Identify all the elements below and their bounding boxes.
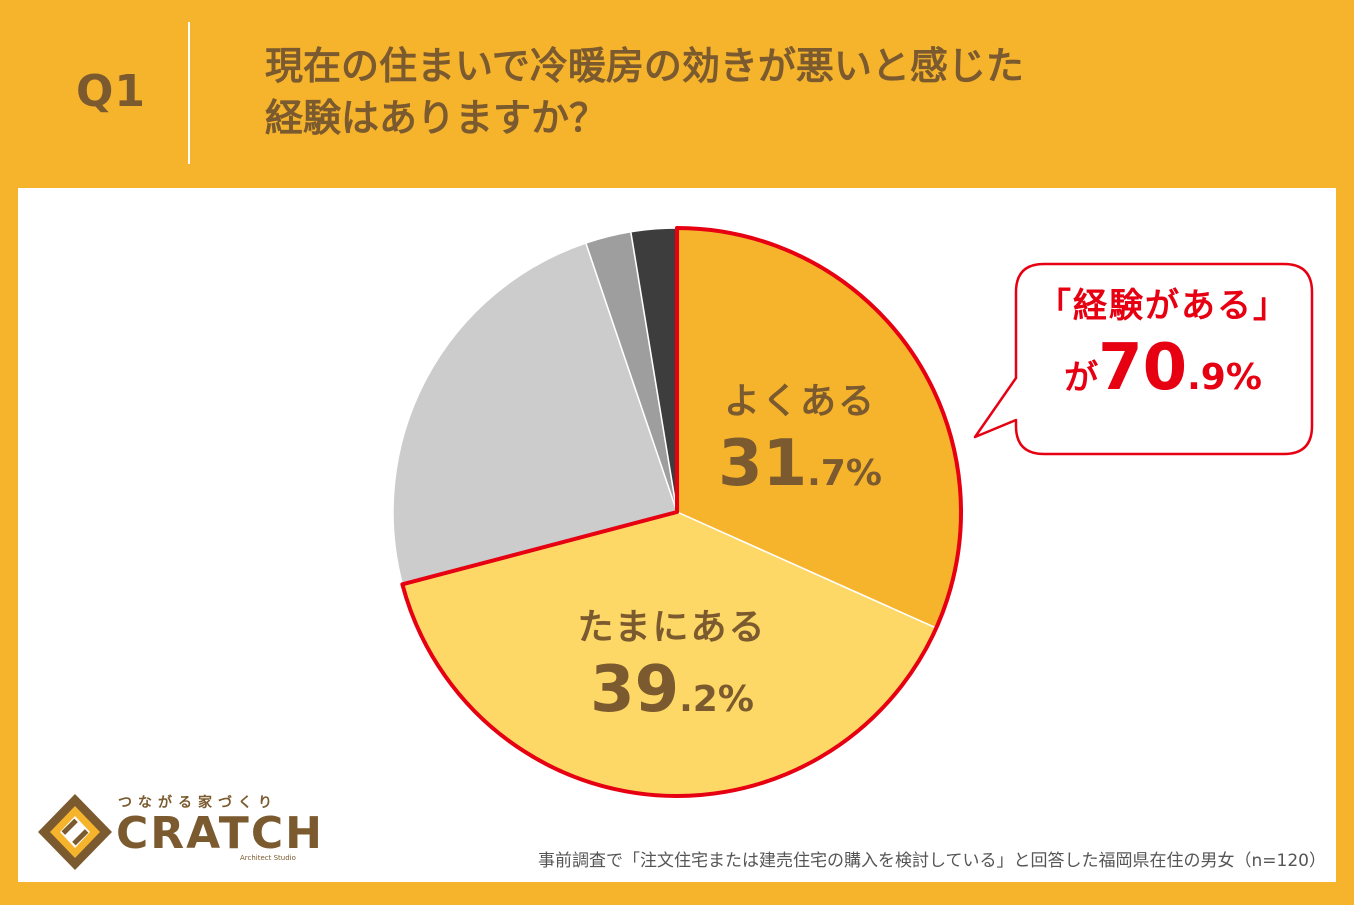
question-line-2: 経験はありますか？: [265, 96, 608, 140]
slice-label-tamaniaru: たまにある 39.2%: [552, 598, 792, 736]
pie-slice-2: [392, 242, 678, 586]
slice-category: よくある: [723, 381, 876, 422]
highlight-outline: [400, 226, 963, 798]
callout-value: が70.9%: [1064, 331, 1262, 405]
callout-text: 「経験がある」 が70.9%: [1015, 278, 1311, 405]
header: Q1 現在の住まいで冷暖房の効きが悪いと感じた 経験はありますか？: [0, 0, 1354, 188]
slice-category: たまにある: [577, 607, 767, 648]
header-divider: [188, 22, 190, 164]
logo-tagline: つながる家づくり: [118, 795, 278, 811]
slice-percent: 39.2%: [590, 653, 754, 727]
callout-bubble: [973, 262, 1314, 456]
logo-subtitle: Architect Studio: [240, 854, 296, 862]
callout-heading: 「経験がある」: [1037, 286, 1289, 326]
slice-label-yokuaru: よくある 31.7%: [700, 372, 900, 510]
cratch-logo-icon: [38, 794, 112, 870]
footnote: 事前調査で「注文住宅または建売住宅の購入を検討している」と回答した福岡県在住の男…: [538, 851, 1326, 871]
question-number: Q1: [76, 66, 147, 117]
question-title: 現在の住まいで冷暖房の効きが悪いと感じた 経験はありますか？: [265, 40, 1024, 144]
slice-percent: 31.7%: [718, 427, 882, 501]
logo-wordmark: CRATCH: [116, 808, 324, 859]
question-line-1: 現在の住まいで冷暖房の効きが悪いと感じた: [265, 44, 1024, 88]
